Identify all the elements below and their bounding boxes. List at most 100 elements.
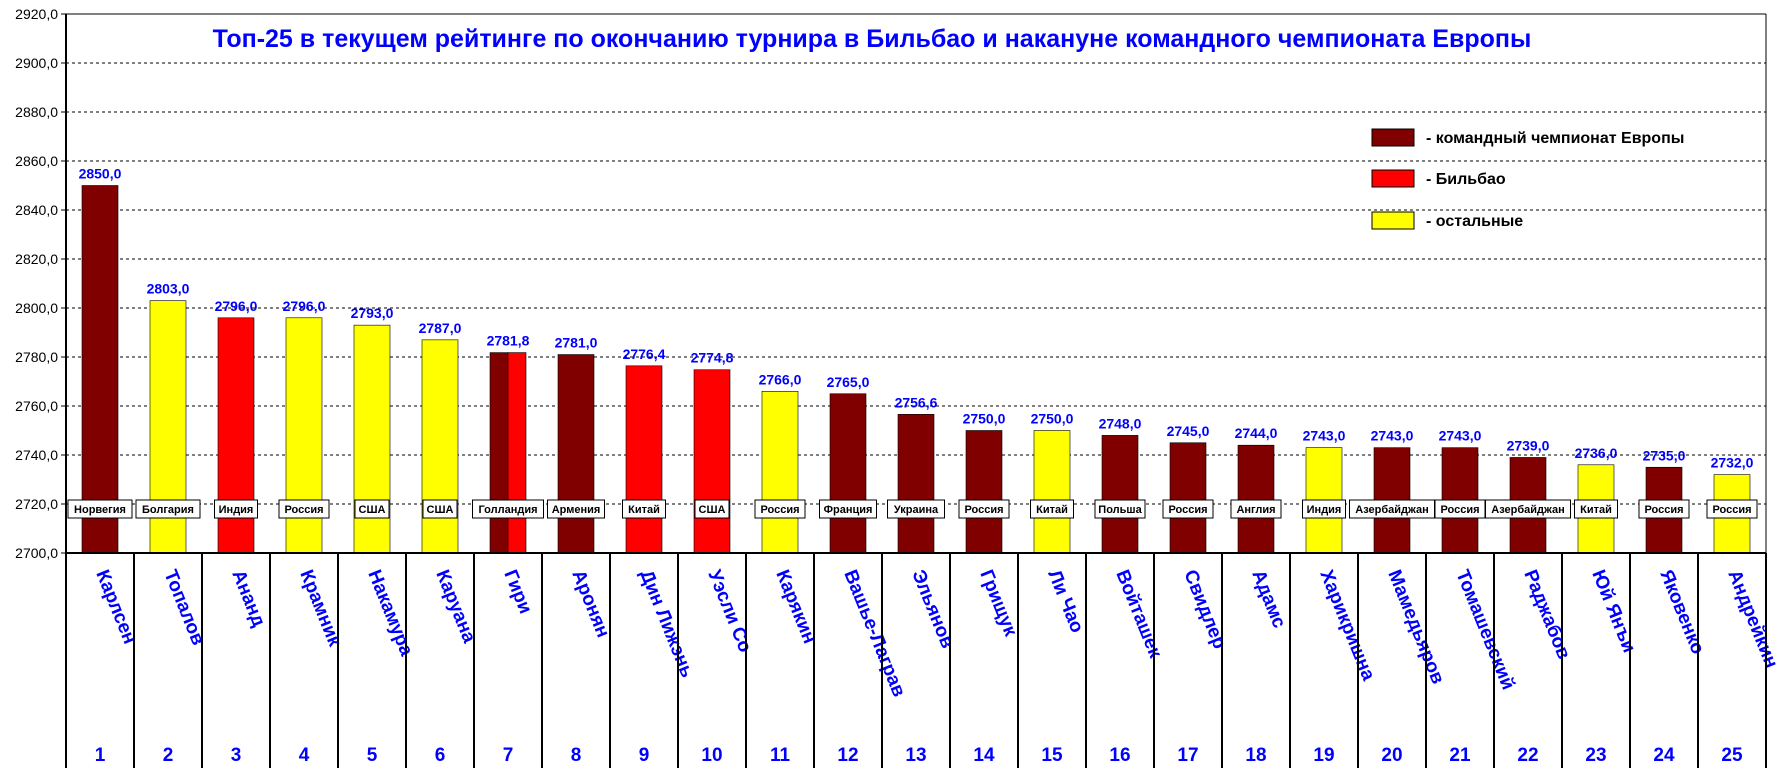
value-label: 2750,0: [963, 411, 1006, 427]
country-box: [1638, 499, 1690, 519]
country-label: Армения: [552, 504, 601, 516]
rank-number: 10: [701, 745, 722, 766]
bars: 2850,0 Норвегия 2803,0 Болгария 2796,0 Индия 2…: [67, 166, 1758, 554]
bar: [489, 352, 509, 554]
country-box: [754, 499, 806, 519]
rank-number: 13: [905, 745, 926, 766]
legend-swatch: [1371, 211, 1415, 230]
y-tick-label: 2800,0: [15, 300, 58, 316]
y-tick-label: 2740,0: [15, 447, 58, 463]
country-label: Китай: [1036, 504, 1068, 516]
rank-number: 2: [163, 745, 174, 766]
rank-number: 15: [1041, 745, 1063, 766]
rank-number: 11: [770, 745, 791, 766]
legend-label: - командный чемпионат Европы: [1426, 130, 1684, 147]
y-tick-label: 2920,0: [15, 6, 58, 22]
bar: [353, 324, 391, 554]
country-box: [958, 499, 1010, 519]
country-label: Индия: [1307, 504, 1342, 516]
y-tick-label: 2840,0: [15, 202, 58, 218]
country-label: Англия: [1236, 504, 1275, 516]
y-tick-label: 2780,0: [15, 349, 58, 365]
country-box: [67, 499, 133, 519]
country-label: США: [427, 504, 454, 516]
value-label: 2736,0: [1575, 445, 1618, 461]
rank-number: 14: [973, 745, 995, 766]
value-label: 2735,0: [1643, 447, 1686, 463]
bar: [1169, 442, 1207, 554]
value-label: 2850,0: [79, 166, 122, 182]
bar: [1033, 430, 1071, 554]
bar: [829, 393, 867, 554]
value-label: 2781,8: [487, 333, 530, 349]
country-label: Россия: [1440, 504, 1479, 516]
legend-swatch: [1371, 169, 1415, 188]
value-label: 2743,0: [1303, 428, 1346, 444]
value-label: 2743,0: [1439, 428, 1482, 444]
country-label: Россия: [284, 504, 323, 516]
rank-number: 16: [1109, 745, 1130, 766]
rank-number: 17: [1177, 745, 1198, 766]
value-label: 2793,0: [351, 305, 394, 321]
country-label: Норвегия: [74, 504, 126, 516]
rank-number: 21: [1449, 745, 1471, 766]
y-tick-label: 2760,0: [15, 398, 58, 414]
rank-number: 23: [1585, 745, 1606, 766]
y-tick-label: 2860,0: [15, 153, 58, 169]
rank-number: 12: [837, 745, 858, 766]
country-box: [694, 499, 730, 519]
rank-number: 3: [231, 745, 242, 766]
bar: [1101, 435, 1139, 554]
bar: [81, 185, 119, 554]
y-tick-label: 2820,0: [15, 251, 58, 267]
y-tick-label: 2700,0: [15, 545, 58, 561]
country-label: Россия: [1644, 504, 1683, 516]
bar: [965, 430, 1003, 554]
rank-number: 25: [1721, 745, 1743, 766]
bar: [625, 365, 663, 554]
country-box: [214, 499, 258, 519]
country-box: [1485, 499, 1571, 519]
value-label: 2732,0: [1711, 455, 1754, 471]
country-box: [887, 499, 945, 519]
legend-swatch: [1371, 128, 1415, 147]
country-box: [1030, 499, 1074, 519]
value-label: 2796,0: [215, 298, 258, 314]
y-axis: 2700,0 2720,0 2740,0 2760,0 2780,0 2800,0 2820…: [15, 6, 1767, 768]
legend-label: - Бильбао: [1426, 171, 1506, 188]
rank-number: 20: [1381, 745, 1402, 766]
bar: [557, 354, 595, 554]
country-box: [135, 499, 201, 519]
bar: [507, 352, 527, 554]
value-label: 2774,8: [691, 350, 734, 366]
country-box: [1302, 499, 1346, 519]
country-box: [422, 499, 458, 519]
value-label: 2744,0: [1235, 425, 1278, 441]
country-label: Болгария: [142, 504, 194, 516]
rank-number: 4: [299, 745, 310, 766]
country-label: Азербайджан: [1491, 504, 1564, 516]
value-label: 2766,0: [759, 371, 802, 387]
value-label: 2787,0: [419, 320, 462, 336]
rank-number: 9: [639, 745, 650, 766]
rank-number: 5: [367, 745, 378, 766]
country-label: Польша: [1098, 504, 1142, 516]
bar: [421, 339, 459, 554]
country-label: Россия: [964, 504, 1003, 516]
country-box: [1230, 499, 1282, 519]
value-label: 2765,0: [827, 374, 870, 390]
country-label: Голландия: [478, 504, 537, 516]
rank-number: 24: [1653, 745, 1675, 766]
country-label: США: [359, 504, 386, 516]
value-label: 2756,6: [895, 394, 938, 410]
country-box: [278, 499, 330, 519]
y-tick-label: 2720,0: [15, 496, 58, 512]
country-label: Китай: [628, 504, 660, 516]
rank-number: 18: [1245, 745, 1266, 766]
country-box: [622, 499, 666, 519]
legend: - командный чемпионат Европы - Бильбао - о…: [1371, 128, 1684, 230]
rank-number: 19: [1313, 745, 1334, 766]
value-label: 2750,0: [1031, 411, 1074, 427]
y-tick-label: 2880,0: [15, 104, 58, 120]
country-label: Россия: [760, 504, 799, 516]
